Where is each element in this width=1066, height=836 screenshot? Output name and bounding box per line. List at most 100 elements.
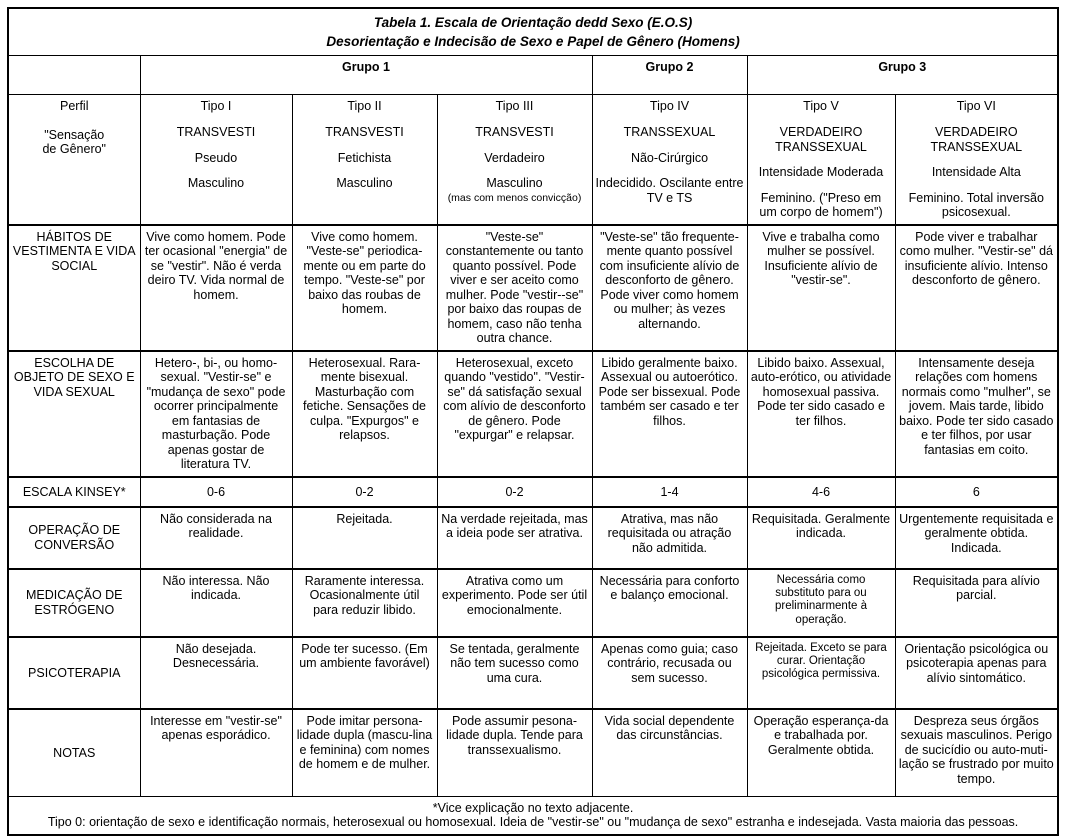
- profile-gender-5: Feminino. ("Preso em um corpo de homem"): [759, 190, 883, 220]
- eos-table: Tabela 1. Escala de Orientação dedd Sexo…: [7, 7, 1060, 836]
- profile-type-2: Tipo II: [347, 99, 382, 114]
- footnote-cell: *Vice explicação no texto adjacente. Tip…: [7, 795, 1059, 836]
- group-header-2: Grupo 2: [591, 55, 748, 96]
- cell-psycho-6: Orientação psicológica ou psicoterapia a…: [894, 635, 1059, 710]
- row-label-psycho: PSICOTERAPIA: [7, 635, 141, 710]
- profile-sub-2: Fetichista: [337, 150, 392, 165]
- profile-type-5: Tipo V: [803, 99, 839, 114]
- profile-type-1: Tipo I: [200, 99, 232, 114]
- table-row: MEDICAÇÃO DE ESTRÓGENO Não interessa. Nã…: [7, 567, 1059, 638]
- profile-col-3: Tipo III TRANSVESTI Verdadeiro Masculino…: [436, 94, 593, 226]
- cell-habits-5: Vive e trabalha como mulher se possível.…: [746, 223, 896, 352]
- title-line-1: Tabela 1. Escala de Orientação dedd Sexo…: [373, 15, 693, 30]
- group-corner-blank: [7, 55, 141, 96]
- profile-type-4: Tipo IV: [649, 99, 690, 114]
- cell-psycho-3: Se tentada, geralmente não tem sucesso c…: [436, 635, 593, 710]
- profile-sub-5: Intensidade Moderada: [758, 165, 884, 180]
- cell-notas-4: Vida social dependente das circunstância…: [591, 707, 748, 797]
- cell-notas-3: Pode assumir pesona-lidade dupla. Tende …: [436, 707, 593, 797]
- profile-sub-1: Pseudo: [194, 150, 238, 165]
- row-label-notas: NOTAS: [7, 707, 141, 797]
- profile-gender-6: Feminino. Total inversão psicosexual.: [908, 190, 1044, 220]
- cell-choice-4: Libido geralmente baixo. Assexual ou aut…: [591, 349, 748, 478]
- profile-name-6: VERDADEIRO TRANSSEXUAL: [930, 124, 1023, 154]
- profile-name-2: TRANSVESTI: [325, 124, 404, 139]
- row-label-habits: HÁBITOS DE VESTIMENTA E VIDA SOCIAL: [7, 223, 141, 352]
- row-label-operation: OPERAÇÃO DE CONVERSÃO: [7, 505, 141, 570]
- cell-choice-6: Intensamente deseja relações com homens …: [894, 349, 1059, 478]
- table-row: ESCALA KINSEY* 0-6 0-2 0-2 1-4 4-6 6: [7, 475, 1059, 508]
- row-label-choice: ESCOLHA DE OBJETO DE SEXO E VIDA SEXUAL: [7, 349, 141, 478]
- profile-col-2: Tipo II TRANSVESTI Fetichista Masculino: [291, 94, 438, 226]
- cell-operation-2: Rejeitada.: [291, 505, 438, 570]
- profile-label-line-1: Perfil: [60, 99, 89, 114]
- cell-habits-3: "Veste-se" constantemente ou tanto quant…: [436, 223, 593, 352]
- profile-name-3: TRANSVESTI: [475, 124, 554, 139]
- group-header-3: Grupo 3: [746, 55, 1059, 96]
- cell-choice-3: Heterosexual, exceto quando "vestido". "…: [436, 349, 593, 478]
- title-line-2: Desorientação e Indecisão de Sexo e Pape…: [326, 34, 740, 50]
- cell-kinsey-2: 0-2: [291, 475, 438, 508]
- profile-gender-1: Masculino: [187, 176, 245, 191]
- cell-medication-1: Não interessa. Não indicada.: [139, 567, 293, 638]
- profile-sub-3: Verdadeiro: [484, 150, 545, 165]
- cell-kinsey-4: 1-4: [591, 475, 748, 508]
- cell-choice-2: Heterosexual. Rara-mente bisexual. Mastu…: [291, 349, 438, 478]
- profile-name-5: VERDADEIRO TRANSSEXUAL: [775, 124, 867, 154]
- cell-operation-1: Não considerada na realidade.: [139, 505, 293, 570]
- profile-name-1: TRANSVESTI: [176, 124, 256, 139]
- cell-medication-4: Necessária para conforto e balanço emoci…: [591, 567, 748, 638]
- profile-sub-4: Não-Cirúrgico: [630, 150, 709, 165]
- cell-kinsey-3: 0-2: [436, 475, 593, 508]
- cell-psycho-1: Não desejada. Desnecessária.: [139, 635, 293, 710]
- profile-col-5: Tipo V VERDADEIRO TRANSSEXUAL Intensidad…: [746, 94, 896, 226]
- profile-gender-4: Indecidido. Oscilante entre TV e TS: [595, 176, 744, 205]
- cell-operation-3: Na verdade rejeitada, mas a ideia pode s…: [436, 505, 593, 570]
- cell-habits-1: Vive como homem. Pode ter ocasional "ene…: [139, 223, 293, 352]
- row-label-kinsey: ESCALA KINSEY*: [7, 475, 141, 508]
- table-title: Tabela 1. Escala de Orientação dedd Sexo…: [7, 7, 1059, 57]
- profile-col-6: Tipo VI VERDADEIRO TRANSSEXUAL Intensida…: [894, 94, 1059, 226]
- table-row: HÁBITOS DE VESTIMENTA E VIDA SOCIAL Vive…: [7, 223, 1059, 352]
- profile-row: Perfil "Sensação de Gênero" Tipo I TRANS…: [7, 94, 1059, 226]
- cell-kinsey-6: 6: [894, 475, 1059, 508]
- cell-medication-6: Requisitada para alívio parcial.: [894, 567, 1059, 638]
- profile-type-6: Tipo VI: [956, 99, 996, 114]
- cell-operation-5: Requisitada. Geralmente indicada.: [746, 505, 896, 570]
- profile-label-line-3: de Gênero": [42, 142, 106, 157]
- group-header-row: Grupo 1 Grupo 2 Grupo 3: [7, 55, 1059, 96]
- cell-psycho-4: Apenas como guia; caso contrário, recusa…: [591, 635, 748, 710]
- cell-notas-6: Despreza seus órgãos sexuais masculinos.…: [894, 707, 1059, 797]
- cell-psycho-5: Rejeitada. Exceto se para curar. Orienta…: [746, 635, 896, 710]
- footnote-line-2: Tipo 0: orientação de sexo e identificaç…: [47, 815, 1019, 830]
- profile-paren-3: (mas com menos convicção): [447, 191, 582, 204]
- table-row: ESCOLHA DE OBJETO DE SEXO E VIDA SEXUAL …: [7, 349, 1059, 478]
- cell-notas-2: Pode imitar persona-lidade dupla (mascu-…: [291, 707, 438, 797]
- cell-kinsey-1: 0-6: [139, 475, 293, 508]
- title-row: Tabela 1. Escala de Orientação dedd Sexo…: [7, 7, 1059, 57]
- cell-habits-6: Pode viver e trabalhar como mulher. "Ves…: [894, 223, 1059, 352]
- profile-gender-2: Masculino: [336, 176, 393, 191]
- footnote-line-1: *Vice explicação no texto adjacente.: [432, 800, 634, 815]
- table-page: Tabela 1. Escala de Orientação dedd Sexo…: [7, 7, 1060, 836]
- table-row: OPERAÇÃO DE CONVERSÃO Não considerada na…: [7, 505, 1059, 570]
- profile-row-label: Perfil "Sensação de Gênero": [7, 94, 141, 226]
- cell-notas-5: Operação esperança-da e trabalhada por. …: [746, 707, 896, 797]
- table-row: NOTAS Interesse em "vestir-se" apenas es…: [7, 707, 1059, 797]
- cell-choice-5: Libido baixo. Assexual, auto-erótico, ou…: [746, 349, 896, 478]
- cell-habits-4: "Veste-se" tão frequente-mente quanto po…: [591, 223, 748, 352]
- cell-psycho-2: Pode ter sucesso. (Em um ambiente favorá…: [291, 635, 438, 710]
- profile-col-4: Tipo IV TRANSSEXUAL Não-Cirúrgico Indeci…: [591, 94, 748, 226]
- cell-medication-5: Necessária como substituto para ou preli…: [746, 567, 896, 638]
- cell-operation-6: Urgentemente requisitada e geralmente ob…: [894, 505, 1059, 570]
- footnote-row: *Vice explicação no texto adjacente. Tip…: [7, 795, 1059, 836]
- cell-kinsey-5: 4-6: [746, 475, 896, 508]
- cell-medication-2: Raramente interessa. Ocasionalmente útil…: [291, 567, 438, 638]
- profile-type-3: Tipo III: [495, 99, 534, 114]
- cell-habits-2: Vive como homem. "Veste-se" periodica-me…: [291, 223, 438, 352]
- profile-col-1: Tipo I TRANSVESTI Pseudo Masculino: [139, 94, 293, 226]
- profile-sub-6: Intensidade Alta: [931, 165, 1021, 180]
- row-label-medication: MEDICAÇÃO DE ESTRÓGENO: [7, 567, 141, 638]
- cell-choice-1: Hetero-, bi-, ou homo-sexual. "Vestir-se…: [139, 349, 293, 478]
- cell-operation-4: Atrativa, mas não requisitada ou atração…: [591, 505, 748, 570]
